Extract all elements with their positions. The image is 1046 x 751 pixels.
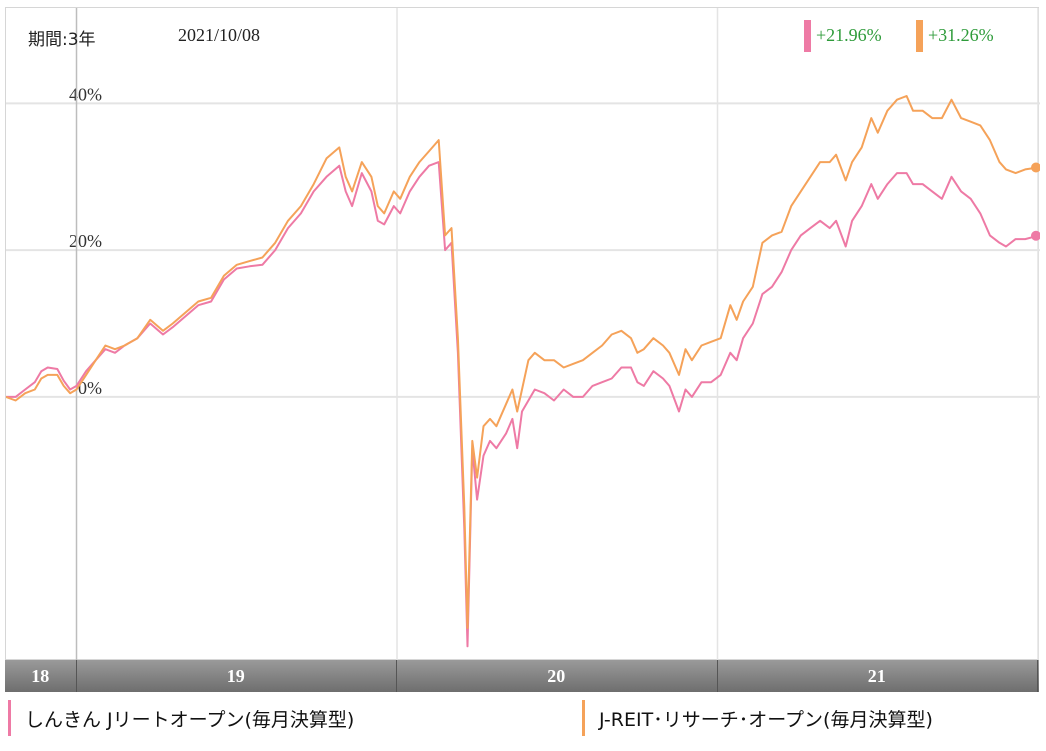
series-end-marker-1: [1031, 230, 1040, 241]
x-tick-label-21: 21: [867, 666, 886, 686]
return-value-2: +31.26%: [928, 25, 994, 45]
x-axis-separator-1: [396, 660, 397, 692]
legend-swatch-2: [582, 700, 585, 736]
series-end-marker-2: [1031, 162, 1040, 173]
legend-item-1: しんきん Jリートオープン(毎月決算型): [8, 700, 354, 736]
legend-label-2: J-REIT･リサーチ･オープン(毎月決算型): [599, 708, 933, 731]
legend-label-1: しんきん Jリートオープン(毎月決算型): [25, 708, 355, 731]
y-tick-label-2: 40%: [69, 84, 102, 104]
x-tick-label-20: 20: [547, 666, 566, 686]
return-swatch-2: [916, 20, 923, 52]
chart-plot: 0% 20% 40%: [6, 8, 1040, 661]
legend-swatch-1: [8, 700, 11, 736]
legend-item-2: J-REIT･リサーチ･オープン(毎月決算型): [582, 700, 933, 736]
y-tick-label-0: 0%: [78, 378, 102, 398]
x-axis-separator-2: [716, 660, 718, 692]
period-label: 期間:3年: [28, 30, 96, 50]
x-tick-label-18: 18: [31, 666, 50, 686]
x-axis-bar: 18 19 20 21: [5, 660, 1039, 692]
chart-area: 0% 20% 40% 期間:3年 2021/10/08 +21.96% +31.26…: [5, 7, 1040, 661]
x-tick-label-19: 19: [226, 666, 245, 686]
y-tick-label-1: 20%: [69, 231, 102, 251]
x-axis-separator-0: [75, 660, 77, 692]
return-swatch-1: [804, 20, 811, 52]
x-axis-separator-3: [1037, 660, 1038, 692]
return-value-1: +21.96%: [816, 25, 882, 45]
series-line-2: [6, 95, 1039, 629]
date-label: 2021/10/08: [178, 25, 261, 45]
series-line-1: [6, 161, 1039, 648]
